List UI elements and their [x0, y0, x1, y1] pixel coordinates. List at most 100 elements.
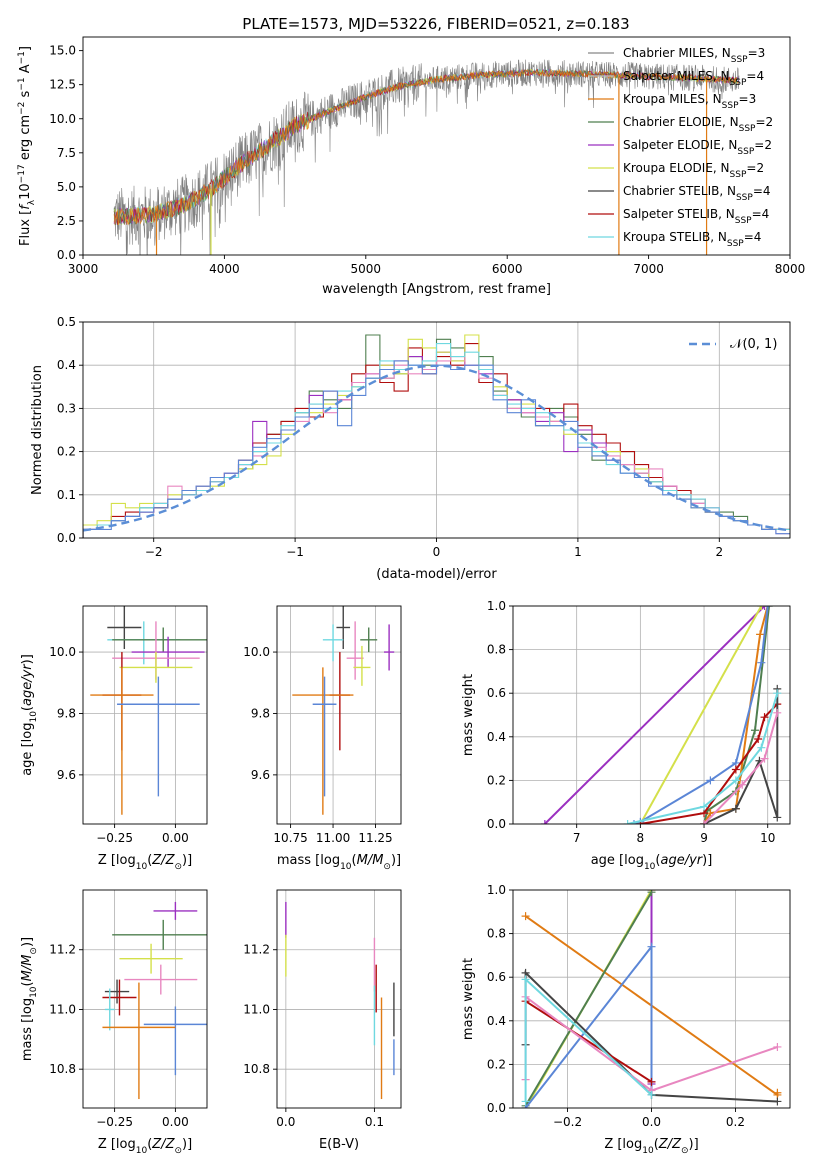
label-part: Flux [	[18, 210, 33, 246]
y-tick-label: 9.8	[57, 706, 76, 720]
x-tick-label: 0	[433, 545, 441, 559]
y-tick-label: 2.5	[57, 214, 76, 228]
mass-weight-marker	[731, 765, 740, 774]
y-tick-label: 0.0	[487, 1101, 506, 1115]
x-tick-label: 1	[574, 545, 582, 559]
label-part: SSP	[735, 216, 752, 226]
x-tick-label: 7000	[633, 262, 664, 276]
label-part: (	[20, 706, 35, 711]
mass-weight-marker	[521, 1097, 530, 1106]
mass-weight-marker	[647, 1090, 656, 1099]
y-tick-label: 0.6	[487, 970, 506, 984]
xlabel-age: age [log10(age/yr)]	[591, 853, 713, 872]
xlabel-Z: Z [log10(Z/Z⊙)]	[98, 853, 192, 872]
label-part: Z [log	[98, 853, 136, 868]
label-part: −1	[17, 77, 27, 90]
mass-weight-line-5	[640, 703, 779, 824]
x-tick-label: −2	[145, 545, 163, 559]
spectrum-model-5	[113, 68, 739, 226]
label-part: SSP	[730, 78, 747, 88]
mass-weight-marker	[647, 1077, 656, 1086]
label-part: A	[18, 64, 33, 77]
mass-weight-marker	[700, 802, 709, 811]
y-tick-label: 9.6	[251, 768, 270, 782]
y-tick-label: 15.0	[49, 44, 76, 58]
label-part: 10	[136, 862, 148, 872]
y-tick-label: 10.8	[49, 1062, 76, 1076]
label-part: M/M	[20, 955, 35, 982]
mass-weight-marker	[757, 743, 766, 752]
mass-weight-marker	[731, 776, 740, 785]
x-tick-label: 5000	[351, 262, 382, 276]
x-tick-label: 4000	[209, 262, 240, 276]
label-part: Kroupa ELODIE, N	[623, 161, 730, 175]
y-tick-label: 11.0	[243, 1002, 270, 1016]
massweight_vs_age-frame	[512, 605, 791, 825]
xlabel-ebv: E(B-V)	[319, 1137, 359, 1152]
y-tick-label: 0.2	[487, 773, 506, 787]
label-part: SSP	[727, 239, 744, 249]
mass-weight-marker	[750, 726, 759, 735]
label-part: Salpeter MILES, N	[623, 69, 730, 83]
label-part: −2	[17, 102, 27, 115]
x-tick-label: −0.2	[553, 1115, 582, 1129]
label-part: age/yr	[660, 853, 703, 868]
mass-weight-marker	[521, 912, 530, 921]
label-part: =4	[753, 184, 771, 198]
y-tick-label: 0.2	[487, 1057, 506, 1071]
y-tick-label: 0.4	[57, 358, 76, 372]
label-part: ⊙	[383, 862, 391, 872]
mass-weight-line-0	[544, 606, 766, 824]
x-tick-label: 9	[700, 831, 708, 845]
mass_vs_ebv-plot	[285, 901, 395, 1100]
label-part: Salpeter ELODIE, N	[623, 138, 737, 152]
x-tick-label: 10	[760, 831, 775, 845]
label-part: =2	[754, 138, 772, 152]
label-part: SSP	[737, 147, 754, 157]
y-tick-label: 10.0	[49, 112, 76, 126]
mass-weight-line-8	[703, 712, 779, 824]
mass-weight-line-3	[524, 891, 653, 1107]
mass-weight-marker	[773, 813, 782, 822]
mass-weight-marker	[731, 804, 740, 813]
massweight_vs_age-plot	[540, 606, 782, 824]
x-tick-label: 11.00	[316, 831, 350, 845]
y-tick-label: 9.8	[251, 706, 270, 720]
mass-weight-marker	[738, 780, 747, 789]
x-tick-label: 0.00	[162, 1115, 189, 1129]
label-part: Z [log	[604, 1137, 642, 1152]
label-part: =3	[748, 46, 766, 60]
label-part: )]	[391, 853, 401, 868]
normal-curve	[83, 364, 790, 532]
hist-ylabel: Normed distribution	[30, 365, 45, 495]
label-part: erg cm	[18, 115, 33, 164]
age_vs_mass-frame	[276, 605, 402, 825]
x-tick-label: −1	[286, 545, 304, 559]
label-part: Kroupa STELIB, N	[623, 230, 727, 244]
label-part: )]	[182, 1137, 192, 1152]
mass-weight-marker	[700, 820, 709, 824]
xlabel-Z: Z [log10(Z/Z⊙)]	[98, 1137, 192, 1156]
age_vs_mass-plot	[292, 606, 395, 815]
label-part: )]	[182, 853, 192, 868]
histogram-6	[83, 360, 790, 538]
y-tick-label: 0.0	[57, 248, 76, 262]
y-tick-label: 11.2	[243, 943, 270, 957]
y-tick-label: 0.4	[487, 730, 506, 744]
spectrum-plot	[113, 59, 740, 255]
y-tick-label: 0.0	[487, 817, 506, 831]
label-part: 10	[642, 1146, 654, 1156]
legend-entry: Chabrier ELODIE, NSSP=2	[623, 115, 773, 134]
age_vs_Z-frame	[82, 605, 208, 825]
y-tick-label: 0.1	[57, 488, 76, 502]
label-part: age/yr	[20, 663, 35, 706]
label-part: ⊙	[681, 1146, 689, 1156]
label-part: Salpeter STELIB, N	[623, 207, 735, 221]
x-tick-label: 11.25	[358, 831, 392, 845]
xlabel-mass: mass [log10(M/M⊙)]	[277, 853, 401, 872]
legend-entry: Salpeter STELIB, NSSP=4	[623, 207, 769, 226]
label-part: s	[18, 90, 33, 101]
mass-weight-marker	[773, 689, 782, 698]
label-part: )]	[20, 654, 35, 664]
